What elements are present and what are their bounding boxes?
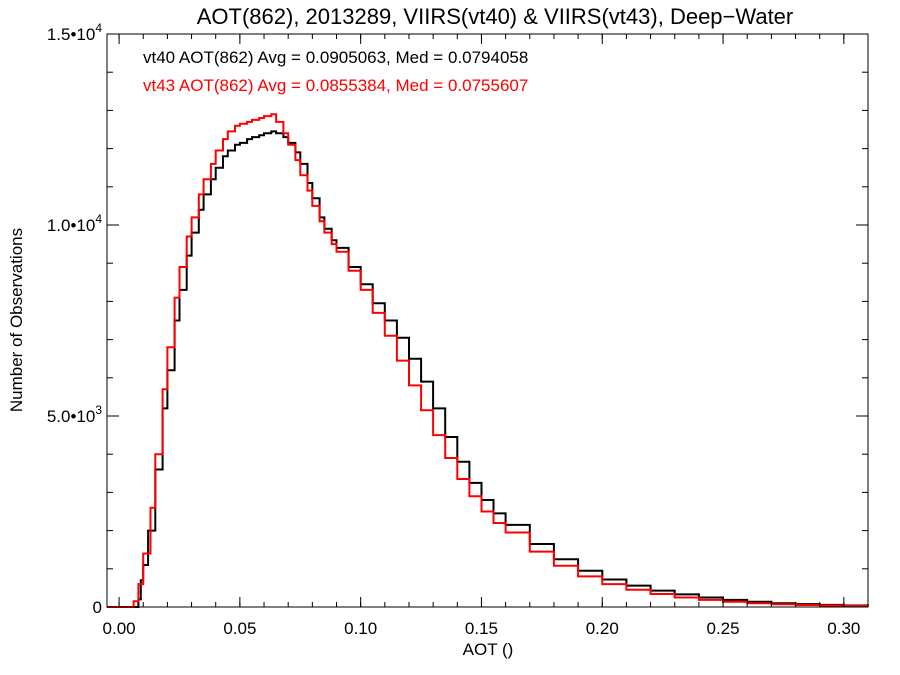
y-tick-label: 5.0•103 bbox=[47, 403, 103, 426]
y-tick-label: 1.0•104 bbox=[47, 212, 103, 235]
annotation-vt43: vt43 AOT(862) Avg = 0.0855384, Med = 0.0… bbox=[143, 76, 528, 95]
chart-title: AOT(862), 2013289, VIIRS(vt40) & VIIRS(v… bbox=[197, 4, 794, 29]
x-tick-label: 0.30 bbox=[827, 619, 860, 638]
y-axis-ticks: 0 5.0•103 1.0•104 1.5•104 bbox=[47, 21, 868, 617]
x-tick-label: 0.05 bbox=[223, 619, 256, 638]
y-axis-title: Number of Observations bbox=[7, 228, 26, 412]
x-tick-label: 0.20 bbox=[586, 619, 619, 638]
x-axis-title: AOT () bbox=[463, 640, 514, 659]
annotation-vt40: vt40 AOT(862) Avg = 0.0905063, Med = 0.0… bbox=[143, 48, 528, 67]
series-line-2 bbox=[107, 113, 869, 608]
series-layer bbox=[107, 113, 869, 608]
x-tick-label: 0.00 bbox=[103, 619, 136, 638]
plot-frame bbox=[106, 33, 869, 608]
y-tick-label: 0 bbox=[93, 598, 102, 617]
x-tick-label: 0.15 bbox=[465, 619, 498, 638]
y-tick-label: 1.5•104 bbox=[47, 21, 103, 44]
x-tick-label: 0.25 bbox=[707, 619, 740, 638]
x-tick-label: 0.10 bbox=[344, 619, 377, 638]
x-axis-ticks: 0.00 0.05 0.10 0.15 0.20 0.25 0.30 bbox=[103, 34, 860, 638]
series-line-1 bbox=[107, 130, 869, 608]
